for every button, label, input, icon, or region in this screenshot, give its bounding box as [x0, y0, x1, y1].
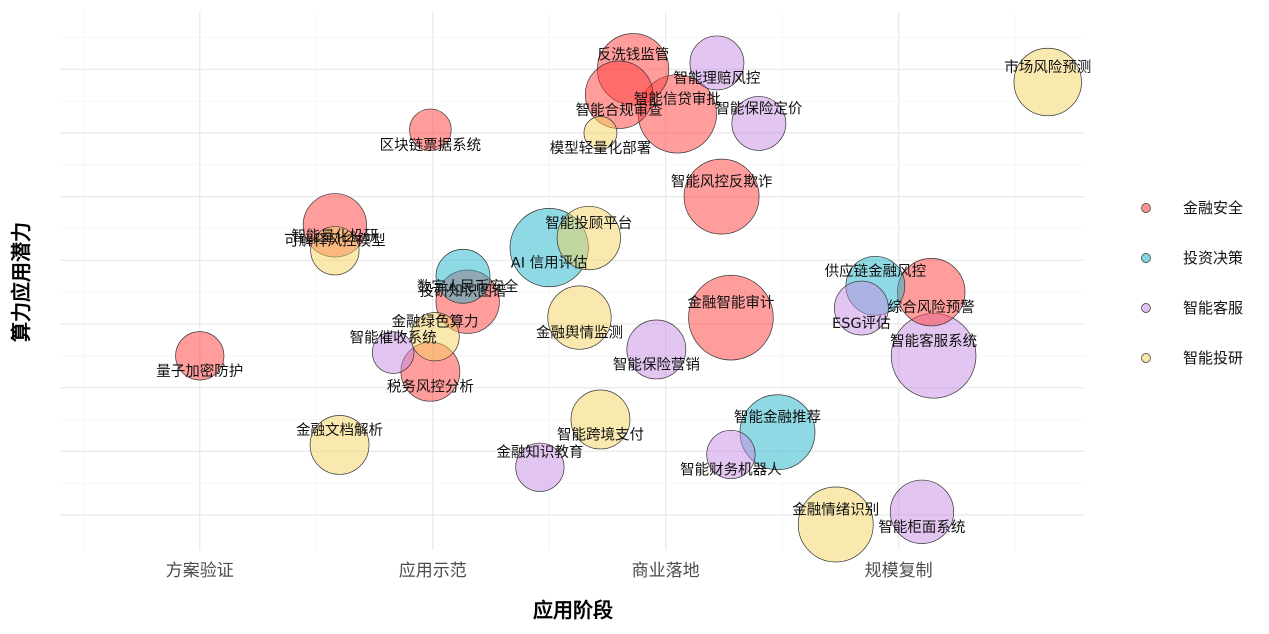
- point-label: 智能催收系统: [350, 330, 437, 347]
- bubbles: [175, 33, 1082, 563]
- point-label: 智能信贷审批: [634, 91, 721, 108]
- point-label: 税务风控分析: [387, 379, 474, 396]
- legend-key: [1141, 253, 1151, 263]
- bubble-point: [410, 312, 460, 362]
- x-tick-label: 应用示范: [399, 561, 467, 581]
- bubble-point: [797, 486, 874, 563]
- bubble-point: [310, 226, 360, 276]
- x-tick-label: 商业落地: [632, 561, 700, 581]
- point-label: 可解释风控模型: [284, 232, 386, 249]
- bubble-point: [570, 389, 631, 450]
- point-label: 智能财务机器人: [680, 461, 782, 478]
- bubble-point: [706, 429, 756, 480]
- legend-label: 智能投研: [1183, 349, 1243, 367]
- bubble-point: [583, 116, 618, 150]
- bubble-point: [683, 158, 760, 235]
- x-tick-label: 规模复制: [865, 561, 933, 581]
- bubble-point: [435, 248, 491, 304]
- y-axis-title: 算力应用潜力: [9, 222, 33, 342]
- point-label: 智能柜面系统: [878, 519, 965, 536]
- bubble-point: [626, 319, 687, 380]
- point-label: 智能跨境支付: [557, 425, 644, 443]
- bubble-point: [889, 479, 955, 544]
- bubble-point: [1013, 47, 1082, 117]
- point-label: 综合风险预警: [888, 299, 975, 316]
- legend-label: 投资决策: [1183, 249, 1243, 267]
- point-label: 智能投顾平台: [545, 215, 632, 232]
- point-label: 金融绿色算力: [392, 314, 479, 331]
- point-label: 智能金融推荐: [734, 409, 821, 426]
- bubble-point: [689, 35, 745, 91]
- point-label: 智能理赔风控: [673, 70, 760, 87]
- point-label: 智能保险营销: [613, 356, 700, 373]
- point-label: 供应链金融风控: [825, 262, 927, 280]
- point-label: 智能合规审查: [576, 102, 663, 119]
- x-tick-label: 方案验证: [166, 561, 234, 581]
- bubble-point: [371, 331, 415, 374]
- point-label: 智能量化投研: [291, 228, 378, 245]
- point-label: 智能客服系统: [890, 333, 977, 350]
- point-label: 模型轻量化部署: [550, 140, 652, 157]
- x-tick-labels: 方案验证 应用示范 商业落地 规模复制: [166, 561, 933, 581]
- point-label: 数字人民币安全: [417, 278, 519, 296]
- point-label: 金融情绪识别: [792, 502, 879, 519]
- point-label: 投研知识图谱: [420, 283, 507, 300]
- point-label: ESG评估: [832, 315, 891, 332]
- point-label: 金融文档解析: [296, 422, 383, 439]
- bubble-point: [584, 60, 654, 129]
- bubble-point: [309, 415, 370, 475]
- point-label: 区块链票据系统: [380, 137, 482, 154]
- point-label: 智能保险定价: [715, 100, 802, 117]
- bubble-point: [409, 108, 452, 151]
- legend-label: 金融安全: [1183, 199, 1243, 217]
- bubble-point: [834, 280, 889, 336]
- point-label: 金融舆情监测: [536, 325, 623, 342]
- legend-label: 智能客服: [1183, 299, 1243, 317]
- point-label: 量子加密防护: [156, 363, 243, 380]
- x-axis-title: 应用阶段: [533, 598, 613, 622]
- legend-key: [1141, 353, 1151, 363]
- legend-key: [1141, 303, 1151, 313]
- bubble-point: [556, 205, 621, 271]
- point-labels: 反洗钱监管智能理赔风控市场风险预测智能合规审查智能信贷审批区块链票据系统智能保险…: [156, 46, 1091, 535]
- bubble-point: [175, 331, 225, 381]
- point-label: AI 信用评估: [511, 255, 588, 272]
- bubble-point: [731, 96, 787, 151]
- bubble-point: [547, 285, 612, 350]
- legend-key: [1141, 203, 1151, 213]
- point-label: 市场风险预测: [1004, 59, 1091, 76]
- point-label: 金融知识教育: [496, 444, 583, 461]
- bubble-point: [515, 442, 565, 492]
- bubble-point: [688, 274, 774, 361]
- point-label: 反洗钱监管: [597, 46, 670, 63]
- point-label: 金融智能审计: [687, 295, 774, 312]
- point-label: 智能风控反欺诈: [671, 174, 773, 191]
